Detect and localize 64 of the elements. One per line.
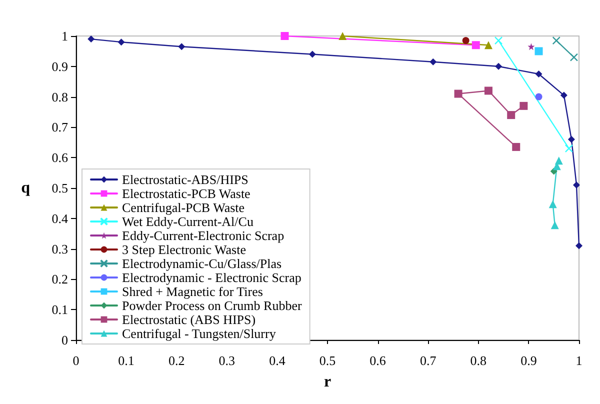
legend-label: Electrodynamic - Electronic Scrap (122, 270, 302, 285)
x-tick-label: 0.4 (269, 353, 286, 368)
point (570, 53, 578, 62)
y-axis-title: q (21, 180, 30, 196)
point (484, 86, 492, 95)
point (430, 58, 437, 66)
legend-label: Electrostatic (ABS HIPS) (122, 312, 256, 327)
point (576, 242, 582, 250)
y-tick-label: 1 (62, 28, 68, 44)
y-tick-label: 0.5 (52, 180, 68, 196)
point (548, 200, 557, 208)
legend-label: Centrifugal - Tungsten/Slurry (122, 326, 276, 341)
point (564, 144, 574, 153)
point (472, 41, 480, 50)
point (560, 92, 568, 99)
y-tick-label: 0.6 (52, 150, 68, 166)
legend-label: Electrodynamic-Cu/Glass/Plas (122, 256, 282, 271)
point (280, 32, 289, 40)
legend-label: Powder Process on Crumb Rubber (122, 298, 302, 313)
point (495, 62, 502, 70)
point (528, 43, 535, 50)
point (534, 47, 543, 56)
legend-label: Eddy-Current-Electronic Scrap (122, 228, 284, 243)
y-tick-label: 0.1 (52, 302, 68, 318)
x-tick-label: 0.8 (470, 353, 487, 368)
x-tick-label: 1 (576, 353, 582, 368)
point (462, 37, 470, 44)
point (118, 38, 125, 46)
point (308, 50, 316, 58)
point (178, 43, 186, 50)
x-axis-title: r (324, 374, 332, 390)
point (512, 142, 520, 151)
point (568, 136, 575, 143)
legend-label: Shred + Magnetic for Tires (122, 284, 263, 299)
x-tick-label: 0 (72, 353, 80, 368)
x-tick-label: 0.5 (319, 353, 336, 368)
point (552, 36, 560, 45)
point (454, 90, 462, 98)
legend-label: 3 Step Electronic Waste (122, 242, 246, 257)
x-tick-label: 0.6 (370, 353, 386, 368)
point (550, 221, 559, 230)
y-tick-label: 0 (62, 332, 68, 348)
y-tick-label: 0.2 (52, 272, 68, 287)
point (520, 102, 528, 110)
point (494, 36, 503, 45)
x-tick-label: 0.3 (218, 353, 236, 368)
point (88, 36, 95, 43)
point (535, 70, 542, 78)
point (535, 93, 542, 100)
legend-label: Electrostatic-PCB Waste (122, 186, 251, 201)
x-tick-label: 0.1 (118, 353, 134, 368)
y-tick-label: 0.7 (52, 120, 68, 135)
point (507, 111, 516, 120)
x-tick-label: 0.7 (420, 353, 437, 368)
point (572, 181, 580, 188)
legend-label: Wet Eddy-Current-Al/Cu (122, 214, 254, 229)
legend-label: Centrifugal-PCB Waste (122, 200, 245, 215)
x-tick-label: 0.9 (520, 353, 537, 368)
x-tick-label: 0.2 (168, 353, 185, 368)
y-tick-label: 0.4 (52, 210, 68, 226)
y-tick-label: 0.8 (52, 89, 68, 104)
legend-label: Electrostatic-ABS/HIPS (122, 172, 248, 187)
y-tick-label: 0.9 (52, 58, 68, 74)
y-tick-label: 0.3 (52, 241, 68, 256)
